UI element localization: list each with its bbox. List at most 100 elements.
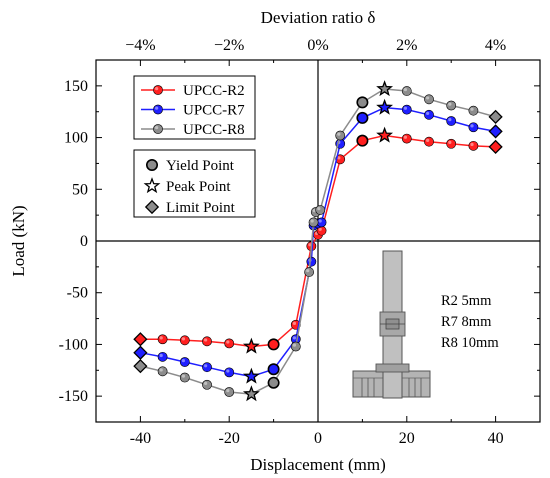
yield-point-marker — [267, 363, 280, 376]
legend-marker — [153, 104, 163, 115]
legend-limit-marker — [144, 199, 160, 215]
specimen-base-stiffeners — [361, 378, 422, 397]
data-point — [202, 379, 212, 390]
limit-point-marker — [488, 124, 503, 139]
annotation-line: R8 10mm — [441, 335, 499, 351]
data-point-highlight — [337, 132, 341, 136]
data-point-highlight — [318, 227, 322, 231]
data-point — [224, 367, 235, 378]
data-point — [446, 116, 457, 126]
axis-ticks — [95, 59, 541, 423]
data-point-highlight — [470, 124, 474, 128]
data-point-highlight — [403, 88, 408, 92]
legend-marker-highlight — [155, 126, 159, 130]
x-tick-label: -40 — [130, 430, 151, 447]
legend-marker — [153, 124, 163, 134]
data-point-highlight — [448, 118, 452, 122]
limit-point-marker — [488, 139, 503, 154]
tick-labels: -40 -20 0 20 40 −4% −2% 0% 2% 4% -150 -100 -50 0 50 100… — [59, 37, 507, 447]
y-tick-label: 0 — [80, 233, 88, 250]
y-tick-label: -100 — [59, 336, 88, 353]
data-point-highlight — [470, 107, 474, 111]
data-point — [224, 387, 235, 397]
data-point — [304, 267, 315, 277]
data-point — [468, 140, 479, 151]
yield-point-marker — [267, 338, 280, 351]
x-axis-title: Displacement (mm) — [250, 455, 386, 474]
limit-point-marker — [133, 332, 148, 347]
y-tick-label: -150 — [59, 388, 88, 405]
annotation-line: R2 5mm — [441, 293, 492, 309]
legend-marker-highlight — [155, 106, 159, 110]
data-point — [335, 130, 346, 141]
series-upcc-r2 — [133, 126, 503, 354]
specimen-collar — [375, 363, 410, 373]
data-point — [157, 351, 168, 362]
y-axis-title: Load (kN) — [9, 205, 28, 276]
top-axis-title: Deviation ratio δ — [261, 8, 376, 27]
data-point — [202, 362, 212, 373]
data-point — [446, 138, 457, 149]
limit-point-marker — [133, 359, 148, 374]
data-point-highlight — [403, 106, 408, 110]
top-tick-label: −2% — [214, 37, 244, 54]
data-point — [401, 133, 412, 144]
data-point-highlight — [159, 353, 163, 358]
peak-point-marker — [376, 80, 394, 97]
data-point-highlight — [306, 269, 310, 273]
annotation: R2 5mm R7 8mm R8 10mm — [441, 293, 499, 351]
data-point — [308, 217, 319, 228]
x-tick-label: 40 — [488, 430, 504, 447]
data-point — [306, 256, 317, 267]
data-point — [446, 100, 457, 111]
peak-point-marker — [242, 337, 260, 354]
data-point-highlight — [426, 111, 430, 116]
yield-point-marker — [356, 111, 369, 124]
data-point-highlight — [318, 219, 322, 223]
data-point-highlight — [226, 369, 230, 373]
data-point — [424, 94, 434, 105]
data-point-highlight — [181, 359, 186, 363]
peak-point-marker — [376, 126, 394, 143]
data-point-highlight — [448, 140, 452, 145]
data-point — [224, 338, 235, 349]
data-point-highlight — [204, 338, 208, 342]
data-point — [179, 335, 190, 346]
data-point — [424, 109, 434, 120]
x-tick-label: 0 — [314, 430, 322, 447]
point-legend-label: Limit Point — [166, 200, 236, 216]
legend-label: UPCC-R8 — [183, 122, 245, 138]
data-point-highlight — [181, 337, 186, 341]
peak-point-marker — [242, 385, 260, 402]
point-legend: Yield Point Peak Point Limit Point — [133, 149, 256, 218]
series-legend: UPCC-R2 UPCC-R7 UPCC-R8 — [133, 75, 256, 140]
data-point-highlight — [448, 102, 452, 106]
y-tick-label: 50 — [72, 181, 88, 198]
data-point-highlight — [337, 156, 341, 160]
x-tick-label: -20 — [219, 430, 240, 447]
data-point — [401, 86, 412, 96]
series-upcc-r8 — [133, 80, 503, 402]
yield-point-marker — [356, 96, 369, 109]
legend-marker — [153, 85, 163, 95]
data-point-highlight — [181, 374, 186, 378]
data-point-highlight — [292, 321, 297, 326]
top-tick-label: 2% — [396, 37, 417, 54]
data-point-highlight — [204, 364, 208, 368]
data-point-highlight — [226, 340, 230, 344]
data-point — [202, 336, 212, 347]
data-point-highlight — [292, 336, 297, 340]
top-tick-label: 0% — [307, 37, 328, 54]
limit-point-marker — [488, 109, 503, 125]
top-tick-label: 4% — [485, 37, 506, 54]
data-point-highlight — [159, 336, 163, 340]
top-tick-label: −4% — [125, 37, 155, 54]
peak-point-marker — [376, 98, 394, 115]
y-tick-label: 150 — [64, 78, 88, 95]
specimen-illustration — [352, 250, 431, 399]
series-layer — [133, 80, 503, 402]
data-point — [179, 357, 190, 367]
data-point-highlight — [310, 219, 314, 223]
data-point-highlight — [426, 96, 430, 100]
legend-label: UPCC-R2 — [183, 83, 245, 99]
